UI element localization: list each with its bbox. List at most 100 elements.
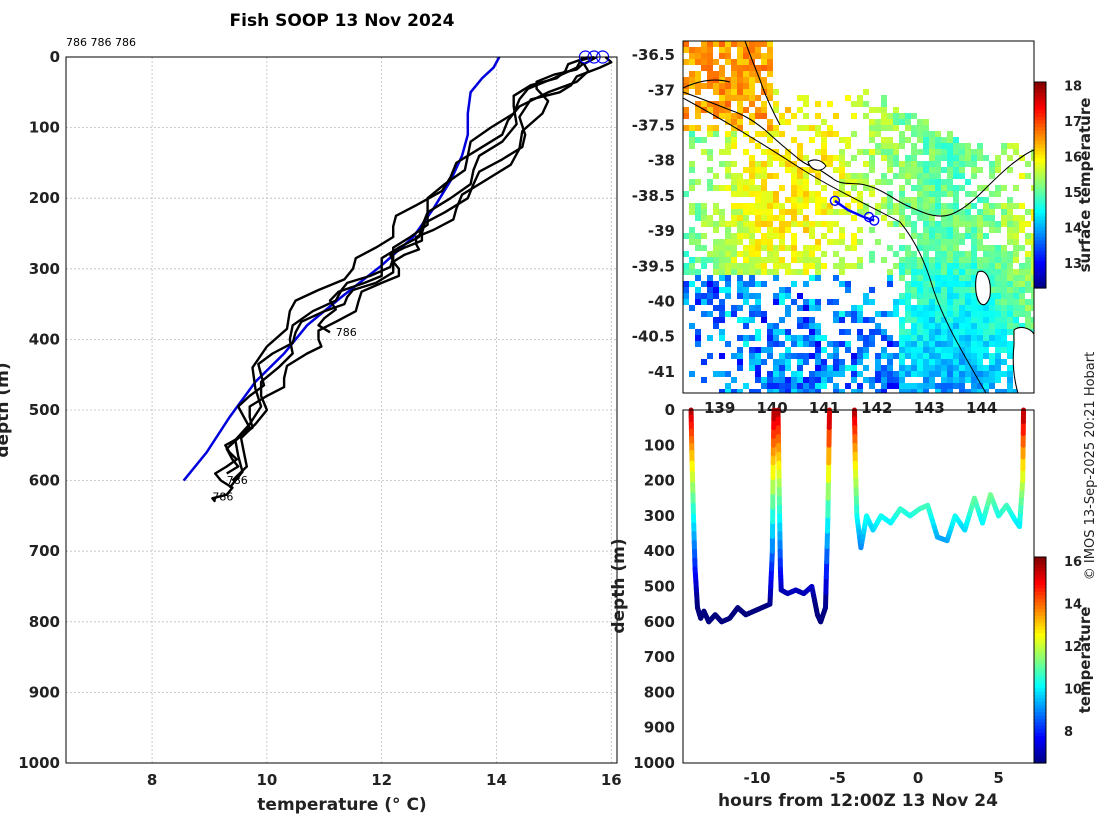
map-sst-cell	[851, 371, 857, 377]
map-sst-cell	[983, 347, 989, 353]
map-sst-cell	[953, 263, 959, 269]
profile-series-layer	[212, 57, 611, 502]
map-sst-cell	[857, 329, 863, 335]
map-sst-cell	[1001, 221, 1007, 227]
map-sst-cell	[869, 287, 875, 293]
map-sst-cell	[737, 293, 743, 299]
map-sst-cell	[929, 203, 935, 209]
map-sst-cell	[953, 281, 959, 287]
map-sst-cell	[929, 329, 935, 335]
map-sst-cell	[749, 263, 755, 269]
map-sst-cell	[905, 383, 911, 389]
map-sst-cell	[755, 209, 761, 215]
map-sst-cell	[917, 263, 923, 269]
map-sst-cell	[701, 257, 707, 263]
map-sst-cell	[983, 377, 989, 383]
map-sst-cell	[959, 239, 965, 245]
map-sst-cell	[953, 191, 959, 197]
map-sst-cell	[743, 317, 749, 323]
map-sst-cell	[911, 167, 917, 173]
map-sst-cell	[803, 353, 809, 359]
map-sst-cell	[947, 173, 953, 179]
map-sst-cell	[701, 299, 707, 305]
map-sst-cell	[971, 347, 977, 353]
map-sst-cell	[947, 269, 953, 275]
map-sst-cell	[761, 347, 767, 353]
map-sst-cell	[869, 227, 875, 233]
map-sst-cell	[767, 383, 773, 389]
map-sst-cell	[881, 143, 887, 149]
map-sst-cell	[815, 341, 821, 347]
profile-point-label: 786	[227, 474, 248, 487]
map-sst-cell	[713, 89, 719, 95]
map-sst-cell	[773, 377, 779, 383]
map-sst-cell	[881, 137, 887, 143]
map-sst-cell	[917, 179, 923, 185]
map-sst-cell	[755, 359, 761, 365]
map-sst-cell	[971, 353, 977, 359]
map-sst-cell	[923, 239, 929, 245]
map-sst-cell	[1013, 233, 1019, 239]
map-sst-cell	[1001, 347, 1007, 353]
map-sst-cell	[893, 263, 899, 269]
map-sst-cell	[719, 161, 725, 167]
map-sst-cell	[971, 269, 977, 275]
timeseries-colorbar-swatch	[1034, 667, 1046, 671]
map-sst-cell	[821, 209, 827, 215]
map-sst-cell	[845, 173, 851, 179]
map-sst-cell	[1001, 245, 1007, 251]
map-sst-cell	[809, 371, 815, 377]
map-sst-cell	[1013, 239, 1019, 245]
map-sst-cell	[989, 221, 995, 227]
map-sst-cell	[713, 323, 719, 329]
map-sst-cell	[695, 293, 701, 299]
map-sst-cell	[833, 155, 839, 161]
profile-point-label: 786	[336, 326, 357, 339]
map-sst-cell	[941, 245, 947, 251]
map-sst-cell	[983, 329, 989, 335]
map-sst-cell	[695, 53, 701, 59]
map-sst-cell	[755, 47, 761, 53]
map-sst-cell	[803, 185, 809, 191]
map-sst-cell	[803, 173, 809, 179]
map-sst-cell	[725, 53, 731, 59]
map-sst-cell	[743, 203, 749, 209]
map-sst-cell	[965, 317, 971, 323]
map-colorbar-swatch	[1034, 130, 1046, 134]
map-sst-cell	[923, 305, 929, 311]
map-sst-cell	[821, 143, 827, 149]
map-sst-cell	[791, 251, 797, 257]
map-sst-cell	[833, 251, 839, 257]
map-sst-cell	[863, 353, 869, 359]
map-sst-cell	[815, 305, 821, 311]
map-sst-cell	[719, 221, 725, 227]
map-sst-cell	[827, 101, 833, 107]
map-sst-cell	[845, 311, 851, 317]
map-sst-cell	[785, 305, 791, 311]
map-sst-cell	[1013, 275, 1019, 281]
map-sst-cell	[791, 179, 797, 185]
map-sst-cell	[971, 299, 977, 305]
map-sst-cell	[797, 335, 803, 341]
map-sst-cell	[695, 113, 701, 119]
map-sst-cell	[797, 371, 803, 377]
map-sst-cell	[953, 383, 959, 389]
map-sst-cell	[839, 341, 845, 347]
map-sst-cell	[713, 107, 719, 113]
map-sst-cell	[833, 389, 839, 395]
map-sst-cell	[899, 293, 905, 299]
map-sst-cell	[923, 299, 929, 305]
map-sst-cell	[983, 257, 989, 263]
map-sst-cell	[815, 191, 821, 197]
map-sst-cell	[959, 335, 965, 341]
map-sst-cell	[803, 125, 809, 131]
timeseries-colorbar-swatch	[1034, 729, 1046, 733]
map-sst-cell	[917, 293, 923, 299]
map-sst-cell	[851, 359, 857, 365]
map-sst-cell	[995, 377, 1001, 383]
map-sst-cell	[1001, 335, 1007, 341]
map-sst-cell	[869, 257, 875, 263]
map-sst-cell	[785, 353, 791, 359]
map-sst-cell	[971, 377, 977, 383]
